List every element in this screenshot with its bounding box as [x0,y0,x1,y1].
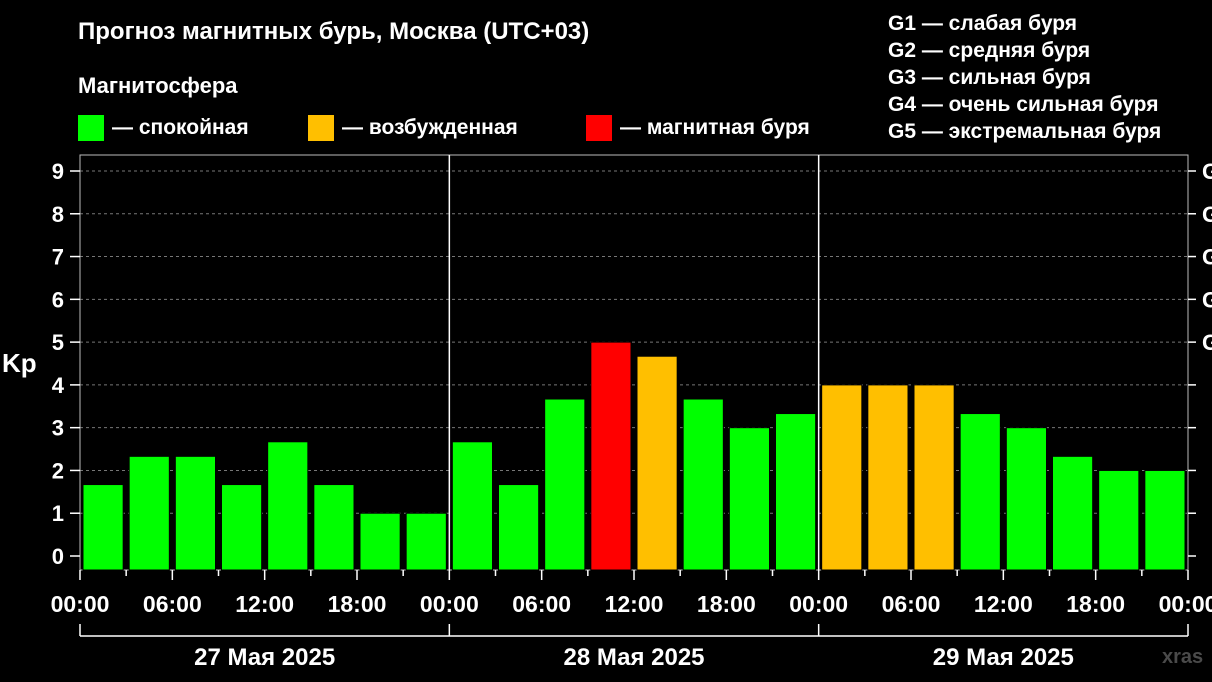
y-tick-label: 5 [52,330,64,355]
legend-label-active: — возбужденная [342,116,518,139]
x-tick-label: 18:00 [328,591,387,617]
right-tick-label: G4 [1202,202,1212,227]
kp-bar [1052,455,1094,571]
x-tick-label: 06:00 [882,591,941,617]
chart-title: Прогноз магнитных бурь, Москва (UTC+03) [78,18,590,45]
g-legend-g5: G5 — экстремальная буря [888,120,1162,143]
legend-label-storm: — магнитная буря [620,116,810,139]
kp-bar [1005,427,1047,571]
kp-bar [313,484,355,571]
kp-bar [1098,469,1140,571]
right-tick-label: G5 [1202,159,1212,184]
g-legend-g4: G4 — очень сильная буря [888,93,1159,116]
day-label: 29 Мая 2025 [933,644,1074,671]
y-tick-label: 8 [52,202,64,227]
kp-bar [959,413,1001,571]
right-tick-label: G1 [1202,330,1212,355]
kp-bar [359,512,401,571]
y-tick-label: 4 [52,373,65,398]
g-legend-g2: G2 — средняя буря [888,39,1091,62]
kp-bar [590,341,632,571]
x-tick-label: 00:00 [420,591,479,617]
legend-label-quiet: — спокойная [112,116,249,139]
kp-bar [221,484,263,571]
y-tick-label: 2 [52,458,64,483]
x-tick-label: 12:00 [235,591,294,617]
kp-bar [913,384,955,571]
kp-bar [728,427,770,571]
day-label: 27 Мая 2025 [194,644,335,671]
kp-bar [405,512,447,571]
kp-bar [775,413,817,571]
kp-bar [498,484,540,571]
kp-bar [451,441,494,571]
kp-bar [544,398,586,571]
legend-swatch-active [308,115,334,141]
right-tick-label: G3 [1202,245,1212,270]
kp-bar [821,384,863,571]
watermark: xras [1162,646,1204,668]
kp-bar [682,398,724,571]
g-legend-g3: G3 — сильная буря [888,66,1091,89]
y-tick-label: 6 [52,287,64,312]
y-tick-label: 1 [52,501,64,526]
x-tick-label: 00:00 [789,591,848,617]
legend-swatch-storm [586,115,612,141]
y-tick-label: 9 [52,159,64,184]
day-label: 28 Мая 2025 [563,644,704,671]
y-tick-label: 7 [52,245,64,270]
kp-bar [174,455,216,571]
kp-bar [128,455,170,571]
g-scale-legend: G1 — слабая буря G2 — средняя буря G3 — … [888,10,1161,145]
kp-bar [82,484,124,571]
right-tick-label: G2 [1202,287,1212,312]
x-tick-label: 18:00 [1066,591,1125,617]
kp-bar [1144,469,1186,571]
x-tick-label: 12:00 [974,591,1033,617]
legend-title: Магнитосфера [78,73,238,98]
legend-swatch-quiet [78,115,104,141]
x-tick-label: 00:00 [51,591,110,617]
x-tick-label: 06:00 [512,591,571,617]
x-tick-label: 06:00 [143,591,202,617]
x-tick-label: 18:00 [697,591,756,617]
x-tick-label: 12:00 [605,591,664,617]
legend-item-active: — возбужденная [308,114,518,142]
g-legend-g1: G1 — слабая буря [888,12,1078,35]
x-tick-label: 00:00 [1159,591,1212,617]
kp-bar [636,355,678,571]
legend-item-storm: — магнитная буря [586,114,810,142]
y-axis-label: Kp [2,348,37,378]
legend-item-quiet: — спокойная [78,114,249,142]
kp-bar [267,441,309,571]
y-tick-label: 0 [52,544,64,569]
y-tick-label: 3 [52,416,64,441]
kp-bar [867,384,909,571]
